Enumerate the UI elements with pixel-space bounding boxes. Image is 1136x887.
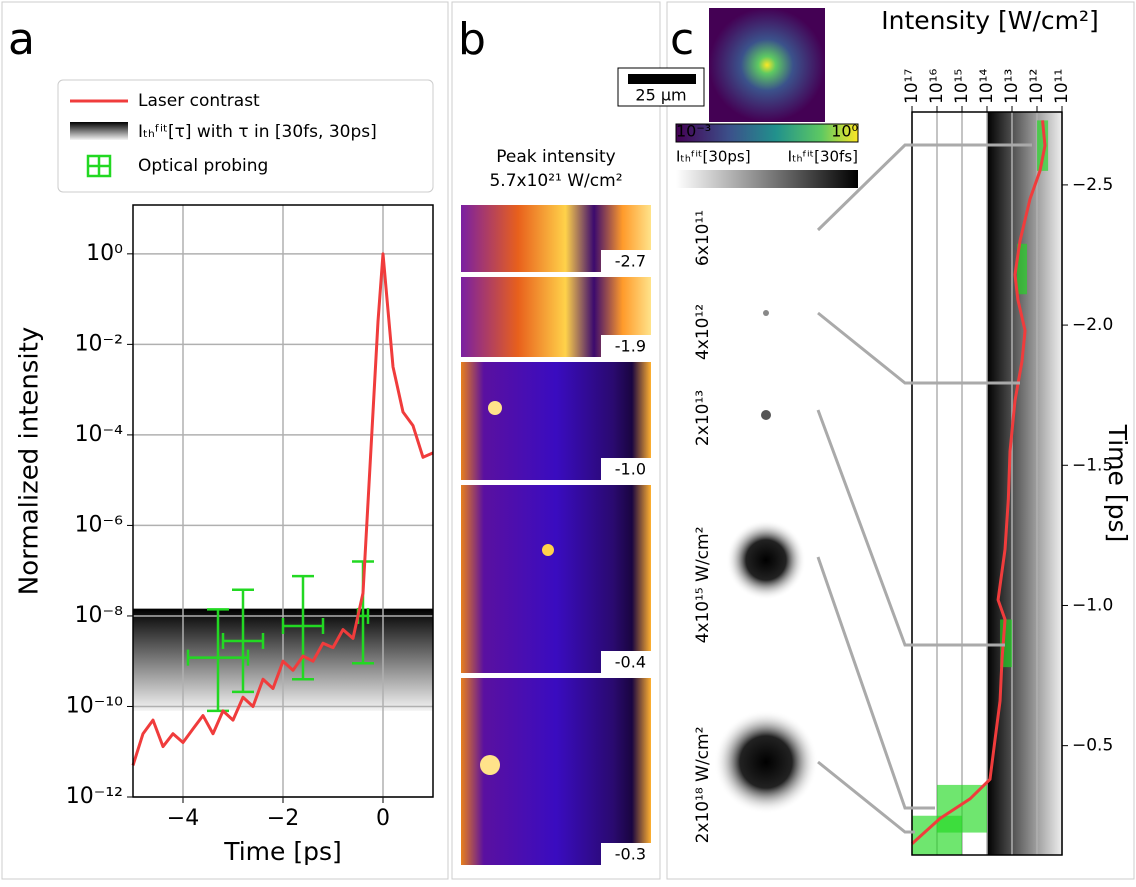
connector [816,143,1032,232]
frame-label: -1.9 [615,337,646,356]
legend-label: Iₜₕᶠⁱᵗ[τ] with τ in [30fs, 30ps] [138,122,377,142]
x-tick-label: 10¹⁶ [927,69,947,104]
legend-box [57,79,434,193]
beam-image [709,8,825,122]
panel-letter: c [670,14,694,65]
colorbar [675,123,859,143]
panel-b-title: Peak intensity [496,147,615,167]
probe-images [461,205,651,865]
x-tick-label: 10¹⁷ [902,69,922,104]
image-label: 2x10¹³ [693,390,713,446]
focal-spot [763,310,769,316]
x-tick-label: −4 [167,806,199,831]
panel-b-title: 5.7x10²¹ W/cm² [489,171,622,191]
y-tick-label: 10⁻⁴ [75,422,124,447]
threshold-label: Iₜₕᶠⁱᵗ[30fs] [788,148,858,166]
x-axis-label: Intensity [W/cm²] [881,6,1099,35]
x-tick-label: 10¹¹ [1052,69,1072,104]
hot-spot [480,755,500,775]
panel-frame [1,1,449,880]
colorbar-label: 10⁻³ [676,122,711,141]
y-tick-label: −1.0 [1072,595,1113,615]
connector [817,311,1020,385]
probe-box [1000,619,1012,668]
x-tick-label: 10¹⁴ [977,69,997,104]
hot-spot [542,544,554,556]
legend-band [70,122,128,140]
frame-label: -0.4 [615,653,646,672]
frame-label-box [601,250,651,272]
image-label: 2x10¹⁸ W/cm² [693,727,713,844]
panel-letter: b [458,14,486,65]
y-tick-label: 10⁻² [75,331,123,356]
image-label: 4x10¹⁵ W/cm² [693,527,713,644]
focal-spot [761,410,771,420]
connector [817,760,915,834]
threshold-band [987,112,1062,855]
focal-spot [726,520,806,600]
x-axis-label: Time [ps] [223,837,342,866]
x-tick-label: 0 [376,806,390,831]
threshold-label: Iₜₕᶠⁱᵗ[30ps] [676,148,751,166]
scale-bar [628,74,696,84]
hot-spot [488,401,502,415]
frame-label-box [601,651,651,673]
greyscale-bar [676,170,858,188]
y-tick-label: 10⁻¹² [66,784,123,809]
legend-label: Laser contrast [138,91,260,111]
probe-image [461,485,651,673]
frame-labels: -2.7 -1.9 -1.0 -0.4 -0.3 [601,250,651,865]
frame-label: -0.3 [615,845,646,864]
y-axis-label: Time [ps] [1103,424,1132,543]
x-tick-label: −2 [267,806,299,831]
focal-spot [714,710,818,814]
y-tick-label: 10⁰ [86,241,123,266]
x-tick-label: 10¹⁵ [952,69,972,104]
y-tick-label: 10⁻¹⁰ [66,693,123,718]
probe-box [1017,243,1028,295]
plot: −4 −2 0 10⁻¹² 10⁻¹⁰ 10⁻⁸ 10⁻⁶ 10⁻⁴ 10⁻² 10⁰ Time [… [15,204,434,866]
frame-label: -1.0 [615,460,646,479]
image-label: 4x10¹² [693,304,713,360]
x-tick-label: 10¹² [1027,69,1047,104]
panel-letter: a [8,14,35,65]
y-tick-label: −2.5 [1072,175,1113,195]
connector [816,556,935,810]
y-tick-label: −0.5 [1072,736,1113,756]
y-tick-label: 10⁻⁶ [75,512,124,537]
frame-label-box [601,843,651,865]
probe-box [1037,120,1049,171]
plot-border [132,204,434,798]
image-label: 6x10¹¹ [693,210,713,266]
x-tick-label: 10¹³ [1002,69,1022,104]
plot: 10¹⁷ 10¹⁶ 10¹⁵ 10¹⁴ 10¹³ 10¹² 10¹¹ −2.5 −2.0 −1.5… [881,6,1132,856]
frame-label-box [601,335,651,357]
frame-label-box [601,458,651,480]
data-line [131,252,434,766]
scale-bar-label: 25 µm [635,86,686,105]
frame-label: -2.7 [615,252,646,271]
legend-label: Optical probing [138,156,268,176]
data-line [910,120,1047,845]
y-tick-label: 10⁻⁸ [75,603,124,628]
connectors [816,143,1032,834]
y-axis-label: Normalized intensity [15,327,45,595]
plot-border [911,111,1063,856]
panel-frame [451,1,661,880]
y-tick-label: −1.5 [1072,455,1113,475]
panel-frame [666,1,1135,880]
y-tick-label: −2.0 [1072,315,1113,335]
colorbar-label: 10⁰ [831,122,858,141]
connector [816,409,1005,647]
